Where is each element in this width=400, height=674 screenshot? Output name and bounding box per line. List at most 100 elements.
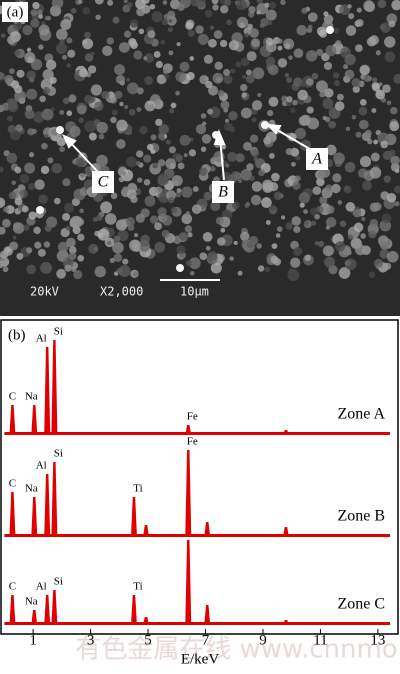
grain [144, 100, 156, 112]
grain [328, 265, 338, 275]
grain [210, 201, 221, 212]
grain [270, 255, 279, 264]
grain [304, 254, 312, 262]
grain [154, 241, 166, 253]
grain [227, 151, 238, 162]
grain [157, 173, 170, 185]
grain [45, 59, 57, 71]
grain [386, 13, 398, 25]
grain [128, 239, 141, 252]
grain [335, 40, 342, 47]
grain [175, 191, 182, 198]
grain [339, 4, 350, 16]
grain [135, 160, 141, 166]
grain [372, 202, 382, 211]
grain [247, 23, 253, 30]
grain [69, 125, 81, 137]
peak [31, 405, 38, 435]
grain [264, 2, 270, 8]
grain [325, 217, 337, 228]
grain [251, 181, 263, 192]
panel-label: (a) [7, 4, 24, 20]
grain [138, 28, 145, 35]
grain [240, 83, 248, 92]
grain [77, 254, 85, 262]
grain [188, 257, 201, 270]
grain [114, 90, 123, 99]
grain [9, 241, 19, 251]
grain [293, 48, 304, 58]
grain [286, 96, 293, 103]
grain [7, 115, 13, 122]
grain [307, 117, 320, 130]
grain [38, 14, 43, 19]
grain [257, 265, 265, 272]
peak [204, 605, 211, 625]
peak-label: C [9, 581, 16, 593]
grain [257, 92, 262, 98]
grain [285, 148, 293, 156]
grain [261, 121, 269, 129]
grain [344, 258, 357, 271]
grain [139, 126, 148, 135]
grain [293, 225, 301, 233]
grain [177, 3, 185, 11]
grain [62, 54, 68, 60]
grain [135, 213, 145, 223]
peak [185, 540, 192, 625]
grain [98, 133, 105, 140]
grain [317, 240, 325, 248]
grain [230, 68, 236, 74]
grain [171, 175, 183, 187]
grain [16, 252, 24, 260]
peak-label: Na [25, 483, 38, 495]
grain [208, 38, 217, 48]
grain [126, 189, 137, 200]
x-tick-label: 1 [29, 632, 37, 648]
grain [386, 250, 399, 263]
grain [11, 180, 17, 186]
grain [137, 177, 143, 183]
grain [285, 222, 293, 230]
grain [368, 271, 376, 279]
grain [223, 122, 233, 132]
grain [240, 168, 253, 181]
grain [324, 256, 336, 268]
grain [266, 109, 274, 117]
grain [273, 191, 283, 201]
grain [187, 29, 195, 37]
grain [201, 134, 212, 144]
grain [265, 37, 274, 46]
grain [355, 18, 364, 27]
grain [235, 61, 242, 68]
grain [220, 227, 226, 233]
grain [281, 95, 289, 103]
grain [208, 85, 219, 96]
grain [21, 205, 29, 213]
grain [344, 69, 355, 80]
grain [332, 72, 340, 79]
grain [388, 149, 396, 157]
grain [118, 265, 131, 277]
grain [126, 2, 133, 8]
grain [195, 124, 207, 135]
grain [2, 266, 9, 273]
grain [380, 241, 389, 250]
peak-label: C [9, 391, 16, 403]
grain [5, 246, 12, 253]
grain [258, 169, 265, 177]
grain [311, 72, 319, 80]
grain [245, 74, 255, 84]
grain [305, 50, 318, 62]
grain [109, 257, 115, 264]
grain [40, 261, 53, 274]
grain [275, 233, 281, 238]
grain [305, 78, 314, 86]
grain [42, 86, 51, 95]
grain [110, 192, 118, 200]
grain [195, 25, 204, 34]
grain [33, 226, 41, 235]
grain [161, 229, 170, 238]
grain [150, 149, 156, 155]
grain [306, 106, 314, 114]
